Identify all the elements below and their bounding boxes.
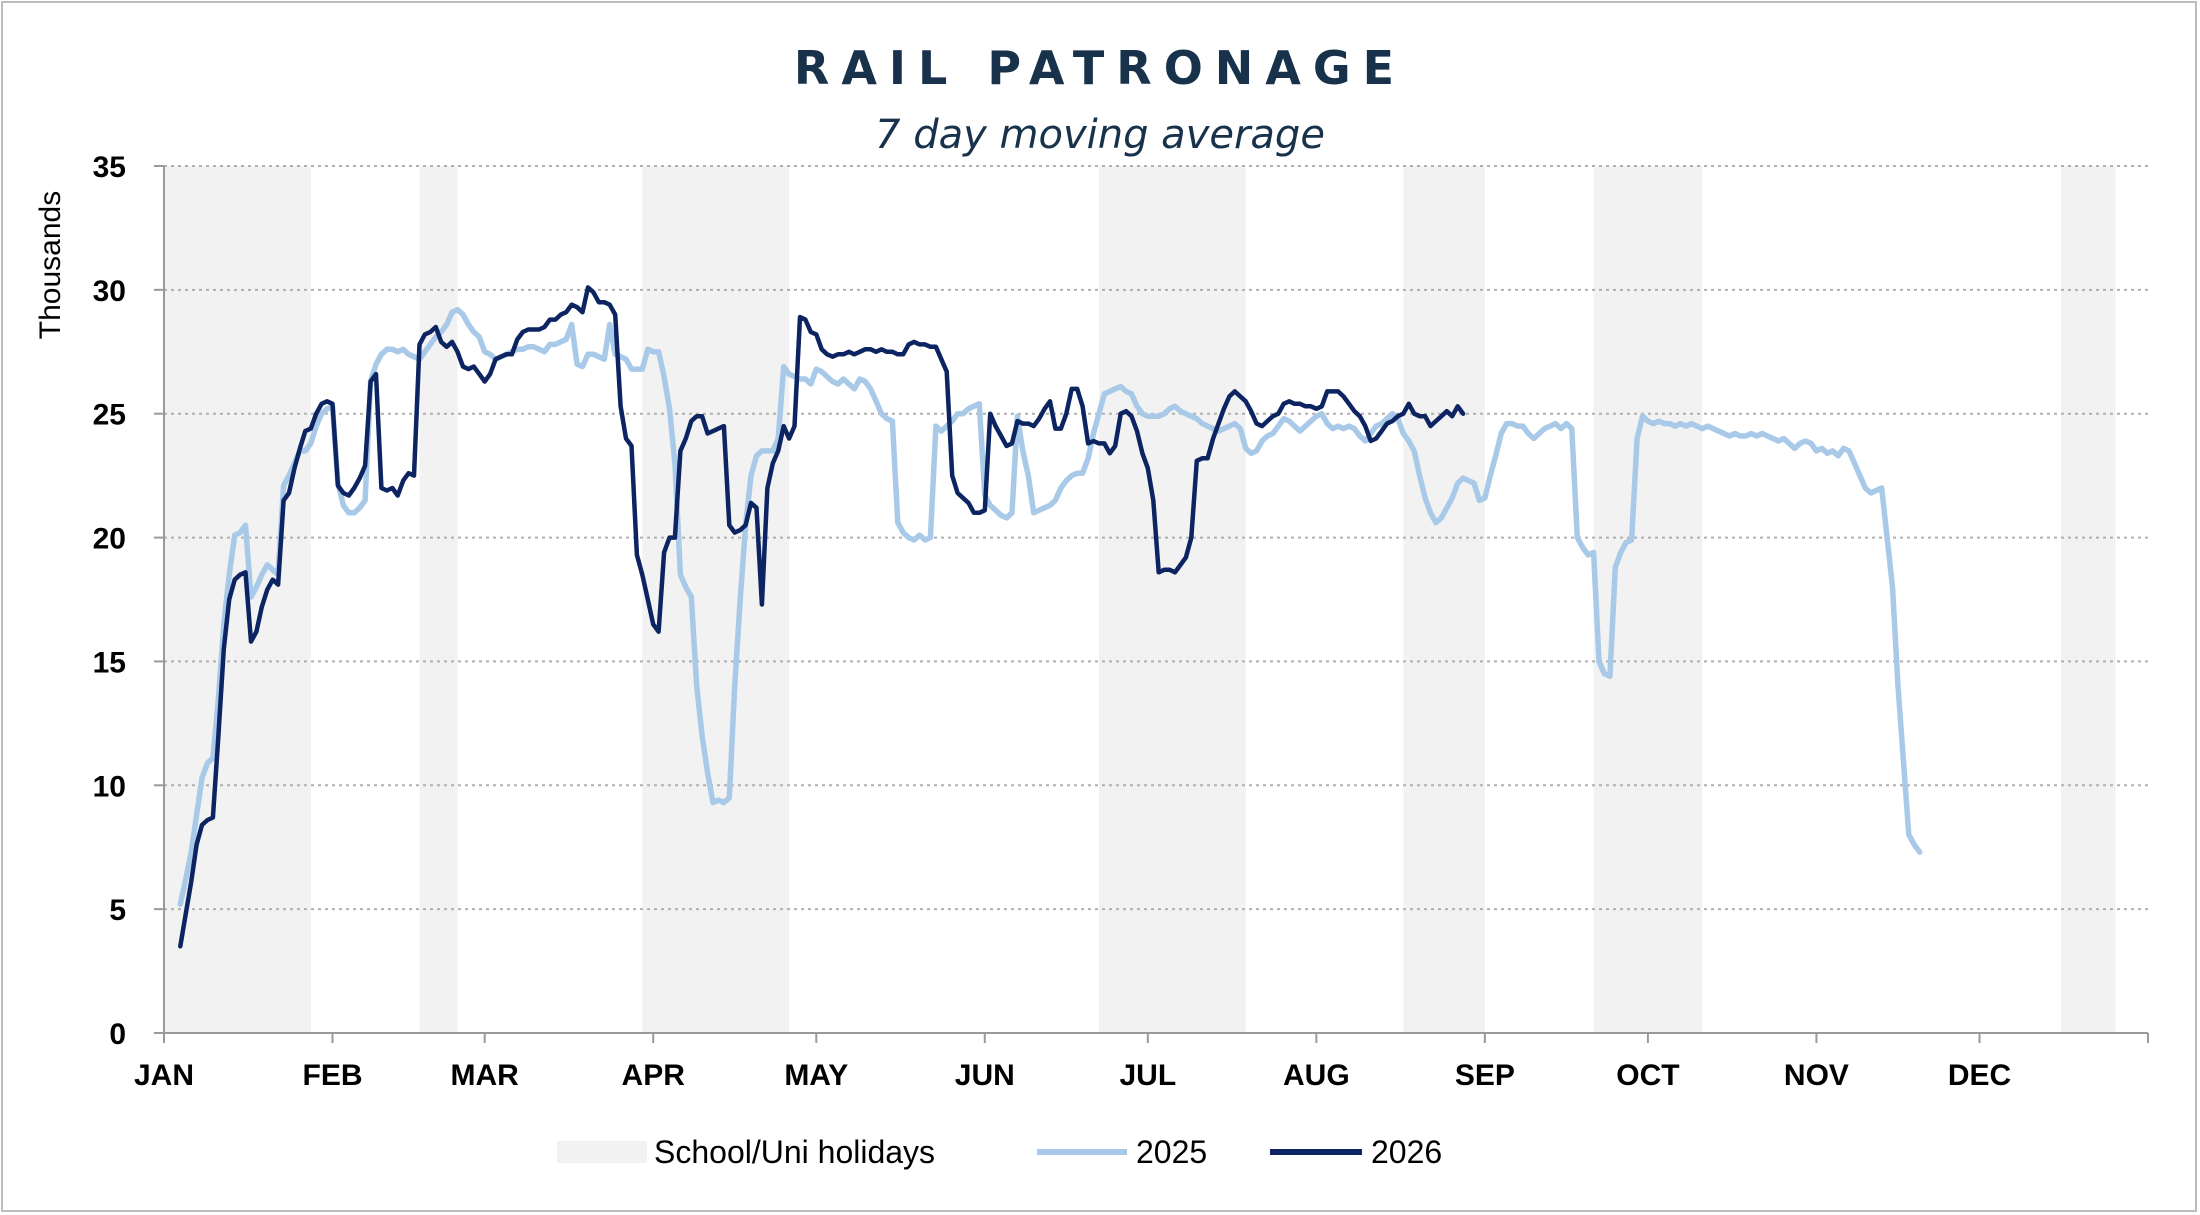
legend-label-2025: 2025 [1136, 1134, 1207, 1170]
x-tick-feb: FEB [303, 1059, 363, 1092]
holiday-band-6 [1593, 166, 1703, 1033]
y-tick-30: 30 [93, 275, 126, 308]
x-tick-may: MAY [784, 1059, 848, 1092]
x-tick-apr: APR [622, 1059, 686, 1092]
chart-subtitle: 7 day moving average [875, 112, 1325, 158]
x-tick-jul: JUL [1120, 1059, 1177, 1092]
series-line-2026 [178, 285, 1466, 949]
y-tick-10: 10 [93, 770, 126, 803]
y-tick-20: 20 [93, 523, 126, 556]
x-tick-mar: MAR [451, 1059, 520, 1092]
holiday-band-3 [642, 166, 790, 1033]
x-tick-oct: OCT [1616, 1059, 1679, 1092]
x-tick-sep: SEP [1455, 1059, 1515, 1092]
y-tick-5: 5 [109, 894, 126, 927]
x-tick-jan: JAN [134, 1059, 194, 1092]
y-tick-35: 35 [93, 151, 126, 184]
x-tick-nov: NOV [1784, 1059, 1849, 1092]
y-tick-25: 25 [93, 399, 126, 432]
y-tick-labels: 0 5 10 15 20 25 30 35 [93, 151, 126, 1051]
legend-label-holidays: School/Uni holidays [654, 1134, 935, 1170]
y-tick-0: 0 [109, 1018, 126, 1051]
series-line-2025 [177, 306, 1923, 907]
holiday-band-5 [1403, 166, 1485, 1033]
x-tick-jun: JUN [955, 1059, 1015, 1092]
chart-title: RAIL PATRONAGE [794, 41, 1406, 95]
series-lines [177, 285, 1923, 949]
axes [154, 165, 2149, 1043]
y-tick-15: 15 [93, 646, 126, 679]
x-tick-aug: AUG [1283, 1059, 1350, 1092]
x-tick-labels: JAN FEB MAR APR MAY JUN JUL AUG SEP OCT NOV DEC [134, 1059, 2011, 1092]
y-axis-label: Thousands [34, 191, 67, 339]
holiday-bands [164, 166, 2116, 1033]
holiday-band-4 [1098, 166, 1246, 1033]
x-tick-dec: DEC [1948, 1059, 2011, 1092]
legend: School/Uni holidays 2025 2026 [557, 1134, 1442, 1170]
gridlines [164, 165, 2148, 911]
legend-label-2026: 2026 [1371, 1134, 1442, 1170]
holiday-band-2 [419, 166, 458, 1033]
holiday-band-7 [2061, 166, 2116, 1033]
legend-swatch-holidays [557, 1141, 647, 1163]
